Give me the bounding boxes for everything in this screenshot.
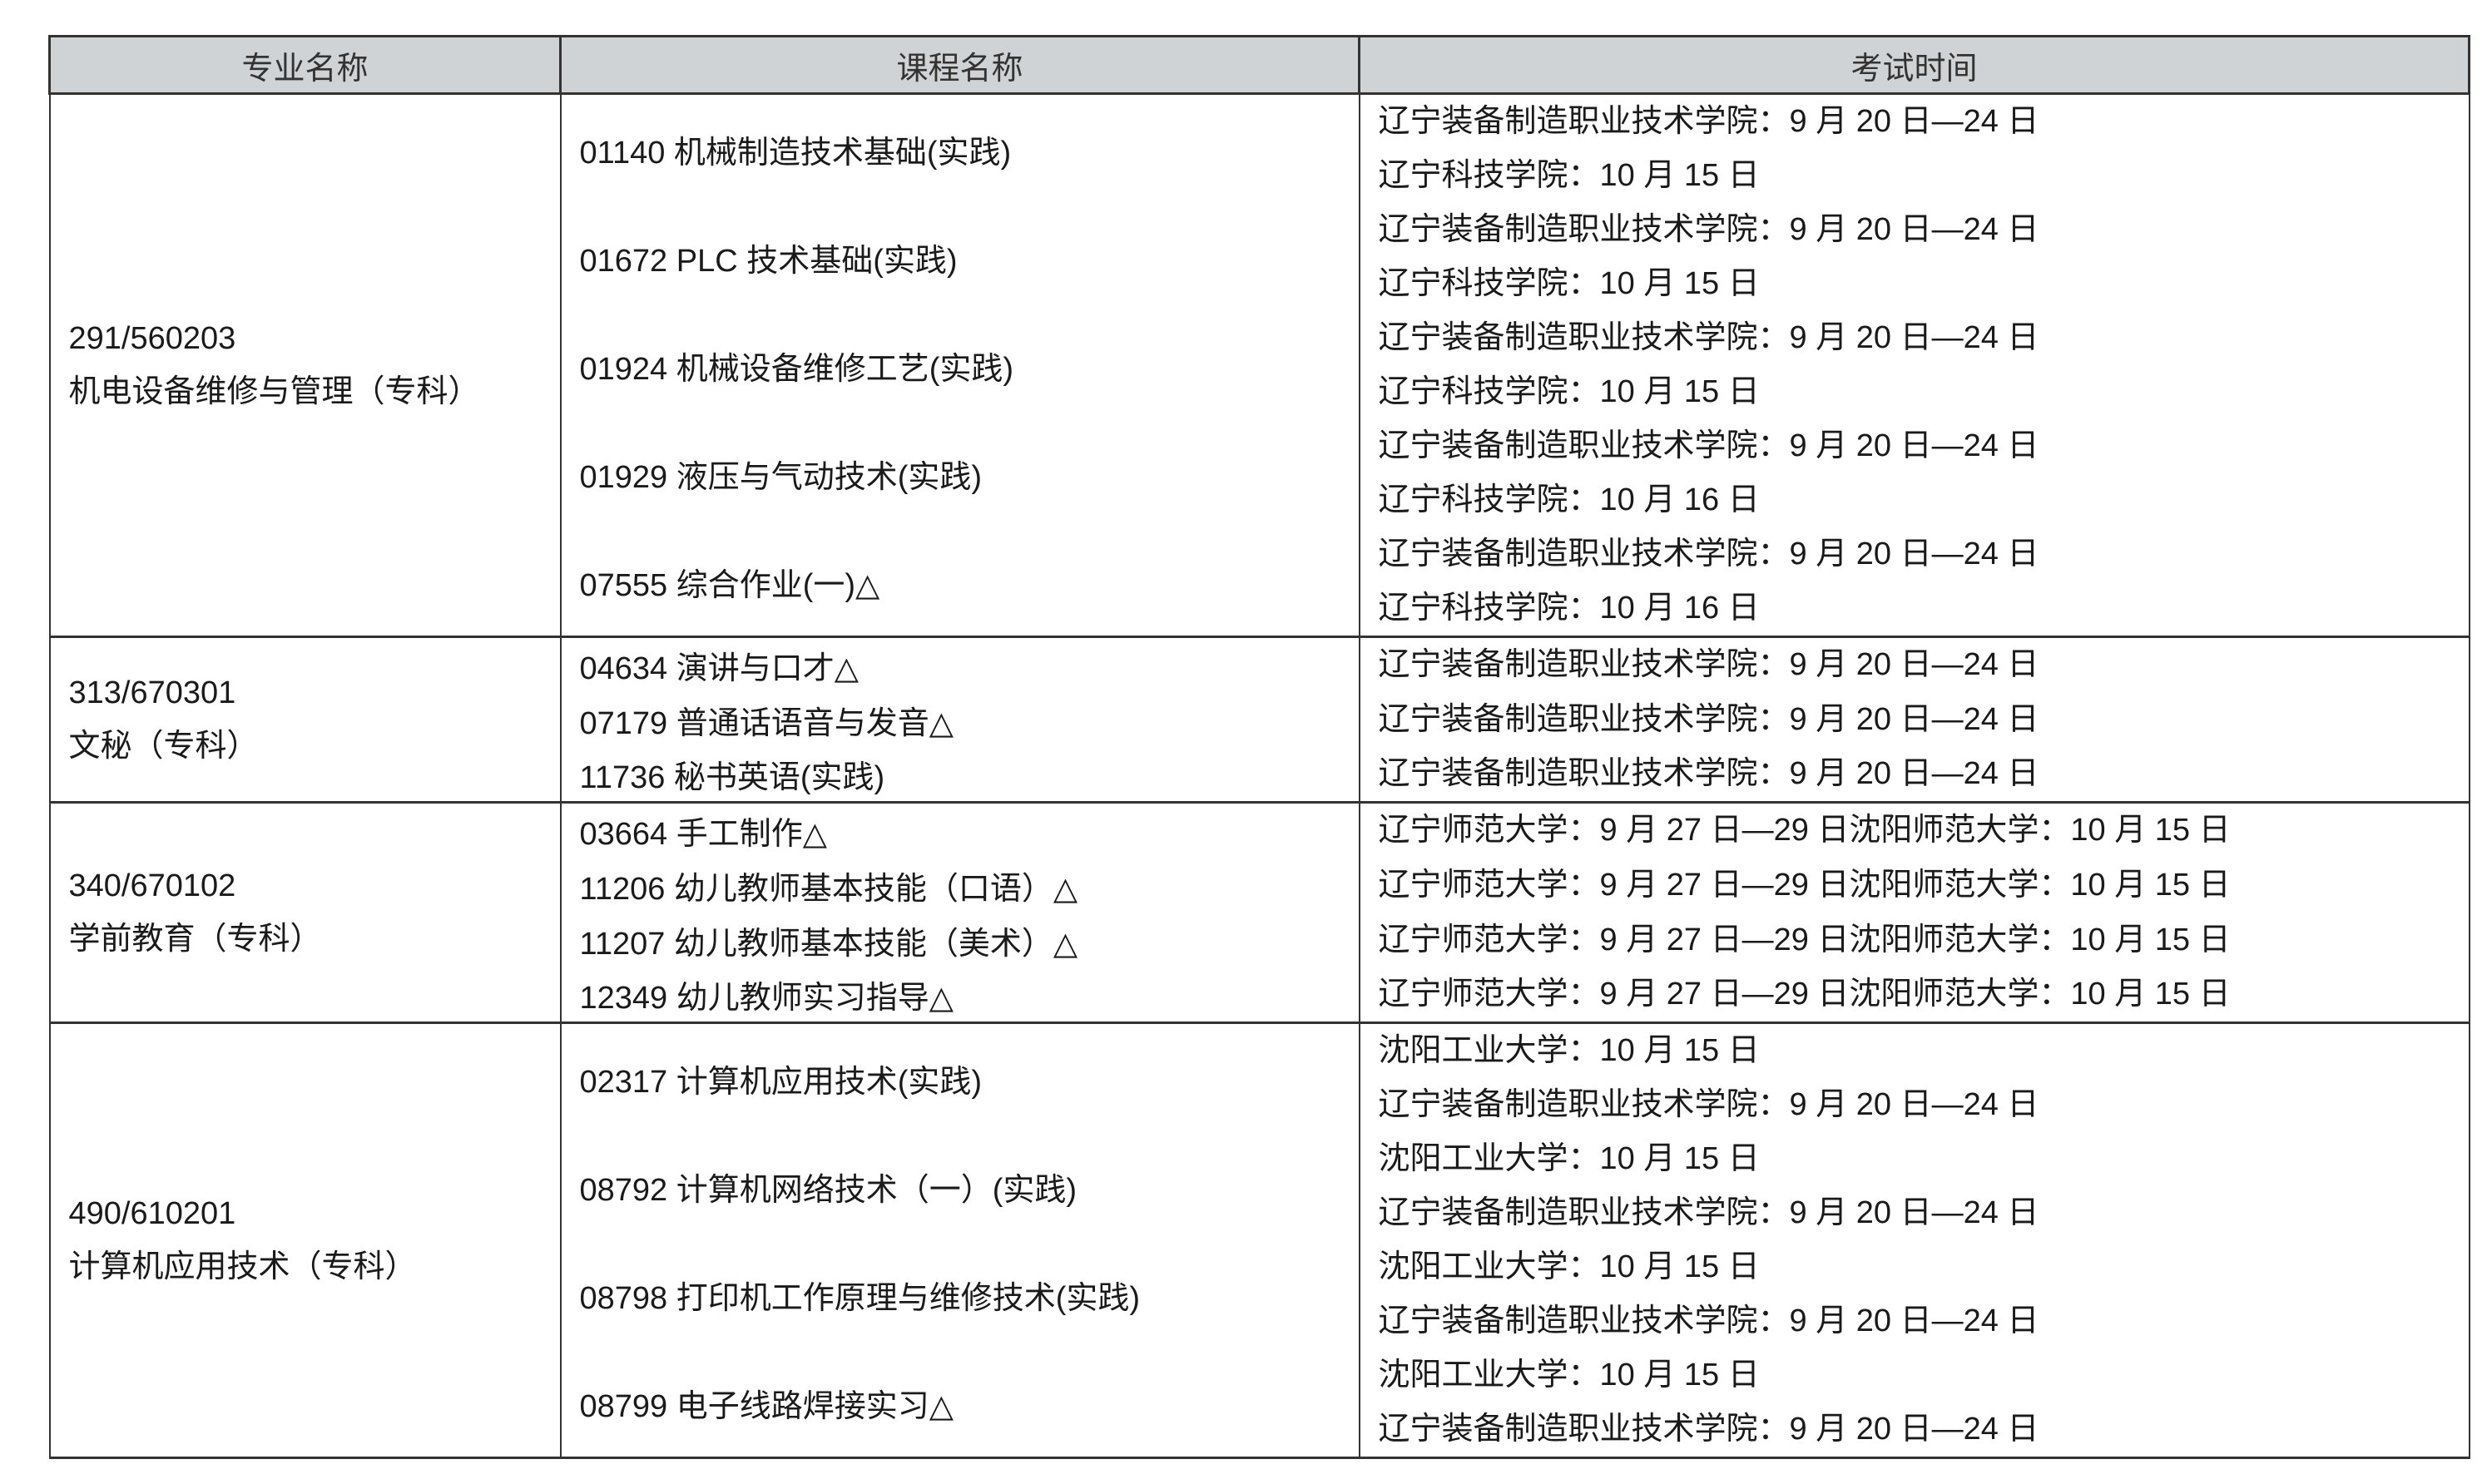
exam-time-cell: 辽宁装备制造职业技术学院：9 月 20 日—24 日 xyxy=(1358,636,2470,692)
table-row: 313/670301 文秘（专科） 04634 演讲与口才△ 辽宁装备制造职业技术学院… xyxy=(48,636,2470,803)
table-row: 11736 秘书英语(实践) 辽宁装备制造职业技术学院：9 月 20 日—24 日 xyxy=(50,747,2470,803)
major-code: 340/670102 xyxy=(68,868,236,903)
table-row: 08799 电子线路焊接实习△ 沈阳工业大学：10 月 15 日辽宁装备制造职业技… xyxy=(50,1348,2470,1459)
exam-time-cell: 沈阳工业大学：10 月 15 日辽宁装备制造职业技术学院：9 月 20 日—24… xyxy=(1358,1240,2470,1348)
exam-time-line: 沈阳工业大学：10 月 15 日 xyxy=(1378,1358,1760,1392)
exam-time-line: 沈阳工业大学：10 月 15 日 xyxy=(1378,1033,1760,1068)
major-code: 490/610201 xyxy=(68,1196,236,1231)
major-name: 机电设备维修与管理（专科） xyxy=(68,374,480,409)
exam-schedule-table: 专业名称 课程名称 考试时间 291/560203 机电设备维修与管理（专科） 01… xyxy=(48,35,2470,1459)
table-row: 01929 液压与气动技术(实践) 辽宁装备制造职业技术学院：9 月 20 日—2… xyxy=(50,419,2470,527)
table-row: 340/670102 学前教育（专科） 03664 手工制作△ 辽宁师范大学：9 月 … xyxy=(48,801,2470,1023)
header-row: 专业名称 课程名称 考试时间 xyxy=(48,35,2470,95)
exam-time-line: 辽宁师范大学：9 月 27 日—29 日沈阳师范大学：10 月 15 日 xyxy=(1378,977,2231,1012)
course-cell: 03664 手工制作△ xyxy=(559,801,1360,858)
course-cell: 12349 幼儿教师实习指导△ xyxy=(559,967,1360,1023)
exam-time-cell: 辽宁装备制造职业技术学院：9 月 20 日—24 日 xyxy=(1358,747,2470,803)
header-exam-time: 考试时间 xyxy=(1358,35,2470,95)
exam-time-line: 沈阳工业大学：10 月 15 日 xyxy=(1378,1249,1760,1284)
course-cell: 04634 演讲与口才△ xyxy=(559,636,1360,692)
header-course: 课程名称 xyxy=(559,35,1360,95)
course-cell: 08798 打印机工作原理与维修技术(实践) xyxy=(559,1240,1360,1348)
table-row: 12349 幼儿教师实习指导△ 辽宁师范大学：9 月 27 日—29 日沈阳师范大… xyxy=(50,967,2470,1023)
table-row: 07179 普通话语音与发音△ 辽宁装备制造职业技术学院：9 月 20 日—24 … xyxy=(50,692,2470,747)
exam-time-line: 辽宁装备制造职业技术学院：9 月 20 日—24 日 xyxy=(1378,701,2039,737)
exam-time-line: 辽宁装备制造职业技术学院：9 月 20 日—24 日 xyxy=(1378,1195,2039,1230)
exam-time-cell: 沈阳工业大学：10 月 15 日辽宁装备制造职业技术学院：9 月 20 日—24… xyxy=(1358,1132,2470,1240)
course-cell: 11736 秘书英语(实践) xyxy=(559,747,1360,803)
exam-time-cell: 辽宁装备制造职业技术学院：9 月 20 日—24 日辽宁科技学院：10 月 15… xyxy=(1358,203,2470,311)
course-cell: 11207 幼儿教师基本技能（美术）△ xyxy=(559,913,1360,967)
table-row: 490/610201 计算机应用技术（专科） 02317 计算机应用技术(实践) 沈阳… xyxy=(48,1021,2470,1459)
course-cell: 02317 计算机应用技术(实践) xyxy=(559,1021,1360,1132)
exam-time-cell: 沈阳工业大学：10 月 15 日辽宁装备制造职业技术学院：9 月 20 日—24… xyxy=(1358,1348,2470,1459)
table-row: 01924 机械设备维修工艺(实践) 辽宁装备制造职业技术学院：9 月 20 日—… xyxy=(50,311,2470,419)
exam-time-line: 辽宁科技学院：10 月 15 日 xyxy=(1378,374,1760,409)
table-row: 11207 幼儿教师基本技能（美术）△ 辽宁师范大学：9 月 27 日—29 日沈… xyxy=(50,913,2470,967)
major-cell: 313/670301 文秘（专科） xyxy=(48,636,562,803)
course-cell: 01672 PLC 技术基础(实践) xyxy=(559,203,1360,311)
table-row: 11206 幼儿教师基本技能（口语）△ 辽宁师范大学：9 月 27 日—29 日沈… xyxy=(50,858,2470,913)
exam-time-cell: 辽宁装备制造职业技术学院：9 月 20 日—24 日辽宁科技学院：10 月 16… xyxy=(1358,527,2470,637)
major-code: 313/670301 xyxy=(68,675,236,710)
exam-time-line: 辽宁装备制造职业技术学院：9 月 20 日—24 日 xyxy=(1378,756,2039,791)
exam-time-line: 辽宁装备制造职业技术学院：9 月 20 日—24 日 xyxy=(1378,537,2039,571)
exam-time-line: 辽宁装备制造职业技术学院：9 月 20 日—24 日 xyxy=(1378,1412,2039,1447)
exam-time-line: 沈阳工业大学：10 月 15 日 xyxy=(1378,1141,1760,1176)
exam-time-cell: 辽宁师范大学：9 月 27 日—29 日沈阳师范大学：10 月 15 日 xyxy=(1358,913,2470,967)
major-code: 291/560203 xyxy=(68,321,236,356)
exam-time-cell: 辽宁装备制造职业技术学院：9 月 20 日—24 日辽宁科技学院：10 月 16… xyxy=(1358,419,2470,527)
major-cell: 490/610201 计算机应用技术（专科） xyxy=(48,1021,562,1459)
exam-time-line: 辽宁科技学院：10 月 16 日 xyxy=(1378,591,1760,626)
major-cell: 340/670102 学前教育（专科） xyxy=(48,801,562,1023)
exam-time-cell: 沈阳工业大学：10 月 15 日辽宁装备制造职业技术学院：9 月 20 日—24… xyxy=(1358,1021,2470,1132)
major-cell: 291/560203 机电设备维修与管理（专科） xyxy=(48,92,562,637)
table-row: 291/560203 机电设备维修与管理（专科） 01140 机械制造技术基础(实践… xyxy=(48,92,2470,637)
course-cell: 08799 电子线路焊接实习△ xyxy=(559,1348,1360,1459)
exam-time-line: 辽宁师范大学：9 月 27 日—29 日沈阳师范大学：10 月 15 日 xyxy=(1378,867,2231,903)
header-major: 专业名称 xyxy=(48,35,562,95)
course-cell: 11206 幼儿教师基本技能（口语）△ xyxy=(559,858,1360,913)
exam-time-cell: 辽宁装备制造职业技术学院：9 月 20 日—24 日辽宁科技学院：10 月 15… xyxy=(1358,311,2470,419)
course-cell: 01140 机械制造技术基础(实践) xyxy=(559,92,1360,203)
course-cell: 07179 普通话语音与发音△ xyxy=(559,692,1360,747)
exam-time-cell: 辽宁师范大学：9 月 27 日—29 日沈阳师范大学：10 月 15 日 xyxy=(1358,858,2470,913)
exam-time-line: 辽宁科技学院：10 月 15 日 xyxy=(1378,158,1760,193)
exam-time-line: 辽宁装备制造职业技术学院：9 月 20 日—24 日 xyxy=(1378,1087,2039,1122)
exam-time-line: 辽宁装备制造职业技术学院：9 月 20 日—24 日 xyxy=(1378,428,2039,463)
exam-time-line: 辽宁师范大学：9 月 27 日—29 日沈阳师范大学：10 月 15 日 xyxy=(1378,813,2231,848)
table-row: 08792 计算机网络技术（一）(实践) 沈阳工业大学：10 月 15 日辽宁装备… xyxy=(50,1132,2470,1240)
table-row: 08798 打印机工作原理与维修技术(实践) 沈阳工业大学：10 月 15 日辽宁… xyxy=(50,1240,2470,1348)
table-row: 01672 PLC 技术基础(实践) 辽宁装备制造职业技术学院：9 月 20 日—… xyxy=(50,203,2470,311)
exam-time-line: 辽宁装备制造职业技术学院：9 月 20 日—24 日 xyxy=(1378,320,2039,355)
table-row: 07555 综合作业(一)△ 辽宁装备制造职业技术学院：9 月 20 日—24 日… xyxy=(50,527,2470,637)
exam-time-line: 辽宁科技学院：10 月 16 日 xyxy=(1378,482,1760,517)
table-body: 291/560203 机电设备维修与管理（专科） 01140 机械制造技术基础(实践… xyxy=(48,92,2470,1459)
exam-time-cell: 辽宁装备制造职业技术学院：9 月 20 日—24 日 xyxy=(1358,692,2470,747)
course-cell: 01929 液压与气动技术(实践) xyxy=(559,419,1360,527)
exam-time-line: 辽宁装备制造职业技术学院：9 月 20 日—24 日 xyxy=(1378,1303,2039,1338)
course-cell: 07555 综合作业(一)△ xyxy=(559,527,1360,637)
course-cell: 01924 机械设备维修工艺(实践) xyxy=(559,311,1360,419)
exam-time-line: 辽宁装备制造职业技术学院：9 月 20 日—24 日 xyxy=(1378,647,2039,682)
exam-time-cell: 辽宁装备制造职业技术学院：9 月 20 日—24 日辽宁科技学院：10 月 15… xyxy=(1358,92,2470,203)
major-name: 文秘（专科） xyxy=(68,729,259,764)
exam-time-line: 辽宁装备制造职业技术学院：9 月 20 日—24 日 xyxy=(1378,212,2039,247)
exam-time-cell: 辽宁师范大学：9 月 27 日—29 日沈阳师范大学：10 月 15 日 xyxy=(1358,801,2470,858)
major-name: 计算机应用技术（专科） xyxy=(68,1249,417,1284)
exam-time-cell: 辽宁师范大学：9 月 27 日—29 日沈阳师范大学：10 月 15 日 xyxy=(1358,967,2470,1023)
major-name: 学前教育（专科） xyxy=(68,922,322,957)
course-cell: 08792 计算机网络技术（一）(实践) xyxy=(559,1132,1360,1240)
exam-time-line: 辽宁装备制造职业技术学院：9 月 20 日—24 日 xyxy=(1378,104,2039,139)
exam-time-line: 辽宁师范大学：9 月 27 日—29 日沈阳师范大学：10 月 15 日 xyxy=(1378,922,2231,957)
exam-time-line: 辽宁科技学院：10 月 15 日 xyxy=(1378,266,1760,301)
